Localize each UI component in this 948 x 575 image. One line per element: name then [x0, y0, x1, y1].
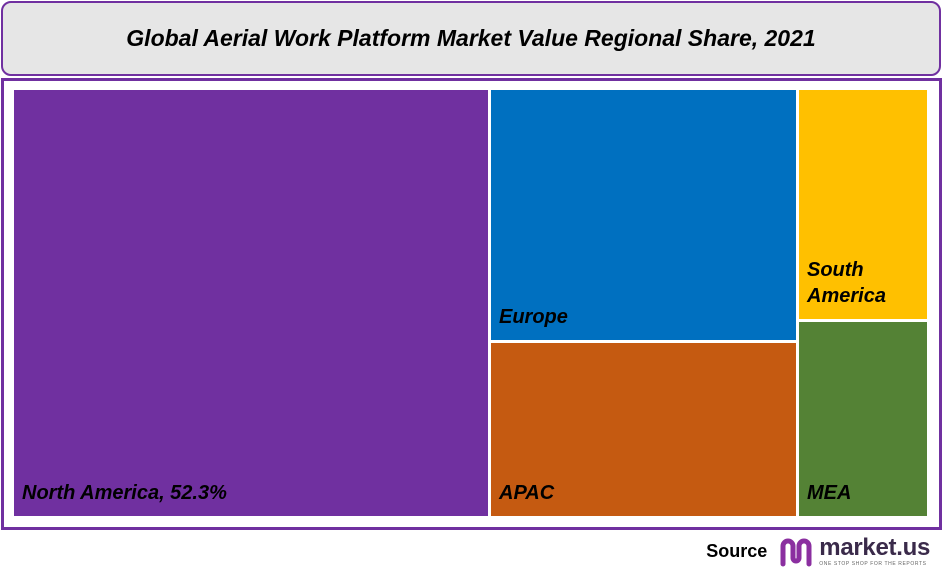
tile-label-south-america: South America — [807, 259, 886, 307]
treemap-frame: North America, 52.3% Europe APAC South A… — [1, 78, 942, 530]
logo-text: market.us — [819, 533, 930, 561]
tile-south-america: South America — [799, 90, 927, 319]
source-label: Source — [706, 540, 768, 561]
tile-label-mea: MEA — [807, 482, 852, 504]
market-us-logo-icon — [780, 538, 812, 567]
chart-title: Global Aerial Work Platform Market Value… — [126, 25, 816, 51]
tile-europe: Europe — [491, 90, 796, 340]
tile-north-america: North America, 52.3% — [14, 90, 488, 516]
source-footer: Source market.us ONE STOP SHOP FOR THE R… — [706, 531, 930, 571]
tile-label-europe: Europe — [499, 306, 568, 328]
tile-label-north-america: North America, 52.3% — [22, 482, 227, 504]
tile-apac: APAC — [491, 343, 796, 516]
logo-tagline: ONE STOP SHOP FOR THE REPORTS — [819, 560, 927, 567]
market-us-logo: market.us ONE STOP SHOP FOR THE REPORTS — [779, 534, 930, 568]
tile-label-apac: APAC — [499, 482, 555, 504]
chart-title-box: Global Aerial Work Platform Market Value… — [1, 1, 941, 76]
tile-mea: MEA — [799, 322, 927, 516]
